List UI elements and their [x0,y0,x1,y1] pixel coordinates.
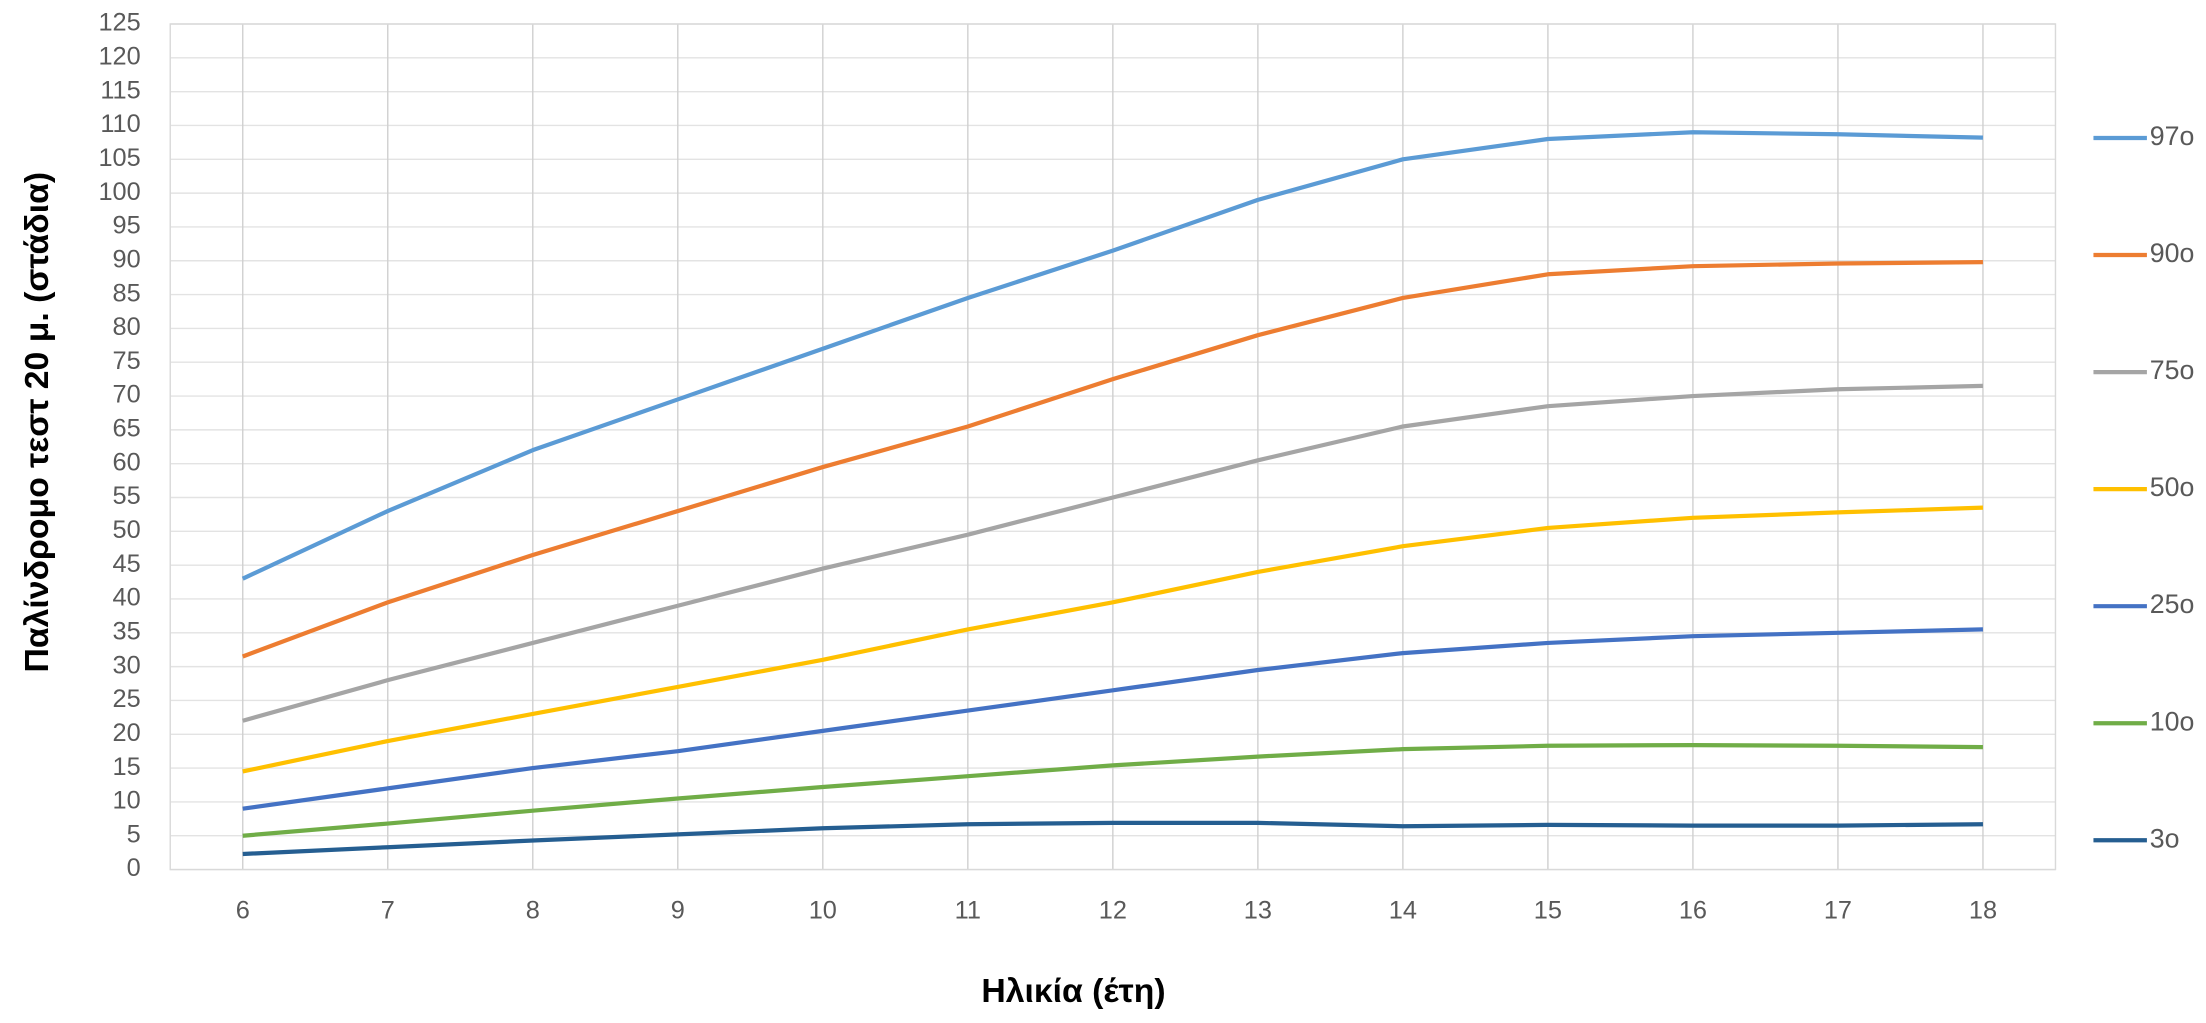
legend-label: 75o [2150,355,2195,385]
y-tick-label: 50 [113,516,141,544]
legend-label: 90o [2150,238,2195,268]
y-tick-label: 30 [113,651,141,679]
y-tick-label: 35 [113,617,141,645]
y-tick-label: 10 [113,787,141,815]
y-tick-label: 90 [113,245,141,273]
y-tick-label: 25 [113,685,141,713]
y-tick-label: 105 [98,144,140,172]
legend-label: 50o [2150,472,2195,502]
legend-label: 97o [2150,121,2195,151]
y-tick-label: 75 [113,347,141,375]
x-tick-label: 10 [809,896,837,924]
y-tick-label: 45 [113,550,141,578]
y-tick-label: 95 [113,212,141,240]
y-tick-label: 100 [98,178,140,206]
x-tick-label: 7 [381,896,395,924]
series-line [242,627,1984,811]
x-tick-label: 9 [671,896,685,924]
x-tick-label: 8 [526,896,540,924]
legend-label: 25o [2150,589,2195,619]
y-axis-title: Παλίνδρομο τεστ 20 μ. (στάδια) [18,172,56,673]
y-tick-label: 120 [98,43,140,71]
x-tick-label: 13 [1244,896,1272,924]
y-tick-label: 80 [113,313,141,341]
legend-label: 10o [2150,706,2195,736]
y-tick-label: 70 [113,381,141,409]
series-line [241,130,1984,581]
y-tick-label: 55 [113,482,141,510]
y-tick-label: 110 [100,110,140,138]
y-tick-label: 115 [100,76,140,104]
y-tick-label: 40 [113,584,141,612]
y-tick-label: 15 [113,753,141,781]
x-tick-label: 14 [1389,896,1417,924]
x-tick-label: 12 [1099,896,1127,924]
x-tick-label: 15 [1534,896,1562,924]
x-tick-label: 11 [955,896,981,924]
y-tick-label: 65 [113,415,141,443]
y-tick-label: 60 [113,448,141,476]
x-axis-title: Ηλικία (έτη) [981,972,1165,1010]
y-tick-label: 0 [127,854,141,882]
x-tick-label: 18 [1969,896,1997,924]
series-line [242,260,1983,659]
series-line [242,383,1984,723]
plot-border [169,23,2057,871]
y-tick-label: 20 [113,719,141,747]
series-line [242,742,1983,838]
y-tick-label: 125 [98,9,140,37]
series-line [242,820,1983,857]
x-tick-label: 6 [236,896,250,924]
y-tick-label: 5 [127,820,141,848]
x-tick-label: 16 [1679,896,1707,924]
series-line [242,505,1984,774]
y-tick-label: 85 [113,279,141,307]
x-tick-label: 17 [1824,896,1852,924]
legend-label: 3o [2150,823,2180,853]
